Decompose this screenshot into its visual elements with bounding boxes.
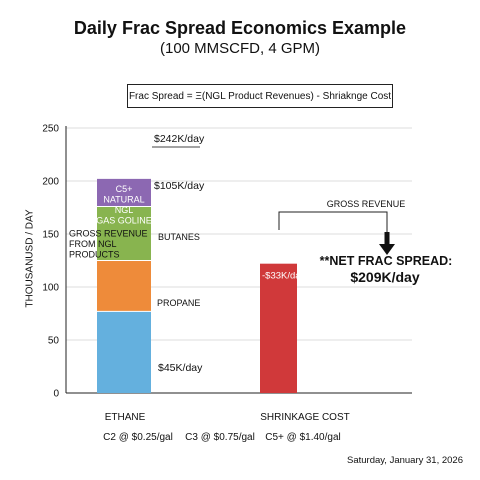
formula-box: Frac Spread = Ξ(NGL Product Revenues) - … — [127, 84, 393, 108]
net-spread-value: $209K/day — [350, 269, 419, 285]
stack-segment — [97, 260, 151, 312]
y-tick-label: 0 — [53, 389, 59, 400]
y-tick-label: 150 — [42, 230, 59, 241]
gross-revenue-label: PRODUCTS — [69, 249, 120, 259]
net-spread-label: **NET FRAC SPREAD: — [320, 254, 453, 268]
y-tick-label: 100 — [42, 283, 59, 294]
c5-segment-label: NATURAL — [103, 194, 144, 204]
butanes-label: BUTANES — [158, 232, 200, 242]
total-value-label: $242K/day — [154, 133, 205, 145]
x-category-label: ETHANE — [105, 412, 146, 423]
y-tick-label: 200 — [42, 177, 59, 188]
chart-title: Daily Frac Spread Economics Example — [73, 18, 407, 38]
stack-segment — [97, 311, 151, 393]
y-tick-label: 50 — [48, 336, 60, 347]
c5-segment-label: C5+ — [116, 184, 133, 194]
arrow-head — [379, 244, 395, 255]
stack-segment — [97, 178, 151, 207]
formula-text: Frac Spread = Ξ(NGL Product Revenues) - … — [128, 90, 392, 102]
c5-segment-label: GAS GOLINE — [96, 215, 152, 225]
gross-revenue-annotation: GROSS REVENUE — [327, 199, 406, 209]
y-tick-label: 250 — [42, 124, 59, 135]
price-label: C3 @ $0.75/gal — [185, 432, 255, 443]
gross-revenue-bracket — [278, 211, 388, 240]
price-label: C2 @ $0.25/gal — [103, 432, 173, 443]
arrow-shaft — [384, 232, 390, 246]
stack-segment — [97, 206, 151, 261]
shrinkage-bar — [260, 263, 297, 393]
gross-revenue-label: GROSS REVENUE — [69, 228, 148, 238]
gross-revenue-label: FROM NGL — [69, 239, 117, 249]
price-label: C5+ @ $1.40/gal — [265, 432, 340, 443]
x-category-label: SHRINKAGE COST — [260, 412, 349, 423]
ethane-value-label: $45K/day — [158, 362, 203, 374]
date-stamp: Saturday, January 31, 2026 — [346, 455, 463, 466]
c5-segment-label: NGL — [115, 205, 134, 215]
shrinkage-value-label: -$33K/day — [262, 271, 306, 282]
chart-subtitle: (100 MMSCFD, 4 GPM) — [159, 40, 321, 57]
propane-label: PROPANE — [157, 298, 200, 308]
c5-value-label: $105K/day — [154, 180, 205, 192]
